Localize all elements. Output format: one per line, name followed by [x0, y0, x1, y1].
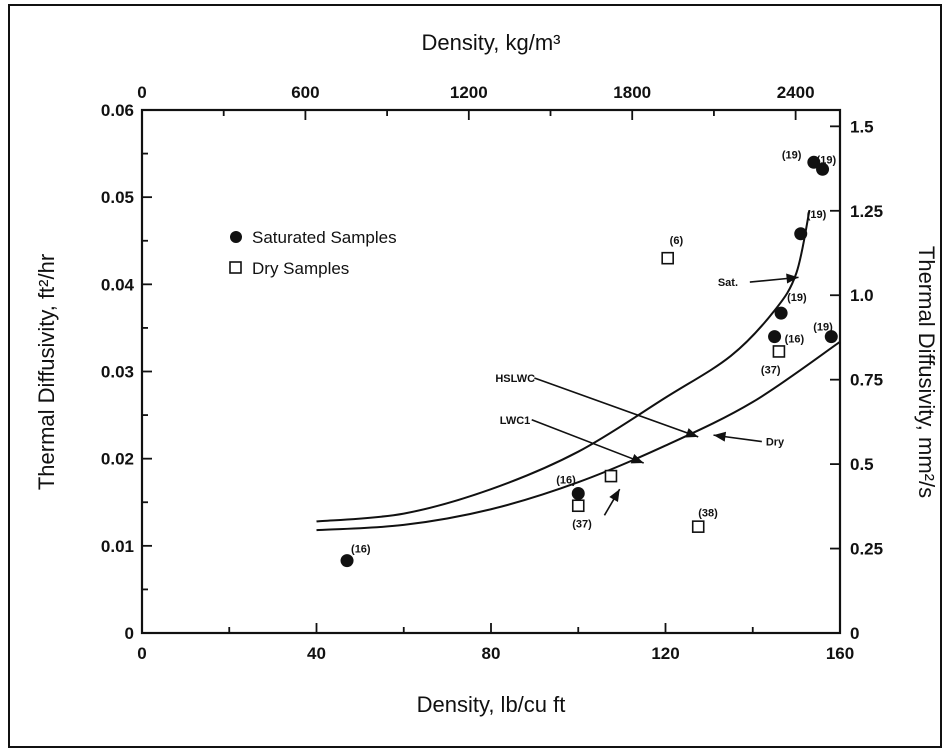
- x-tick-label: 120: [651, 644, 679, 663]
- point-saturated: [807, 155, 821, 169]
- point-dry: [604, 469, 618, 483]
- x2-tick-label: 600: [291, 83, 319, 102]
- y2-tick-label: 0.25: [850, 540, 883, 559]
- point-dry: [661, 251, 674, 265]
- y-axis-title: Thermal Diffusivity, ft²/hr: [34, 254, 59, 490]
- point-dry: [691, 520, 705, 533]
- point-saturated: [571, 487, 585, 501]
- point-ref-label: (19): [807, 209, 827, 221]
- x-tick-label: 160: [826, 644, 854, 663]
- legend: Saturated Samples Dry Samples: [229, 228, 397, 278]
- point-ref-label: (6): [670, 235, 684, 247]
- point-saturated: [768, 330, 782, 344]
- y2-tick-label: 0: [850, 624, 859, 643]
- y-tick-label: 0.02: [101, 450, 134, 469]
- x-axis-title: Density, lb/cu ft: [417, 692, 566, 717]
- annotation-arrow-head: [630, 454, 644, 464]
- legend-label-saturated: Saturated Samples: [252, 228, 397, 247]
- point-ref-label: (19): [813, 322, 833, 334]
- x2-tick-label: 1800: [613, 83, 651, 102]
- figure-frame: [8, 4, 942, 748]
- curve-dry: [316, 341, 841, 532]
- y2-tick-label: 0.5: [850, 455, 874, 474]
- y-tick-label: 0.04: [101, 275, 135, 294]
- annotation-label: HSLWC: [495, 373, 535, 385]
- point-dry: [772, 345, 786, 358]
- y-tick-label: 0.06: [101, 101, 134, 120]
- annotation-label: Sat.: [718, 277, 738, 289]
- annotation-label: LWC1: [500, 415, 531, 427]
- x-tick-label: 40: [307, 644, 326, 663]
- x2-tick-label: 2400: [777, 83, 815, 102]
- legend-label-dry: Dry Samples: [252, 259, 349, 278]
- x2-tick-label: 1200: [450, 83, 488, 102]
- annotation-arrow-line: [534, 377, 699, 438]
- point-ref-label: (19): [787, 292, 807, 304]
- annotation-arrow-head: [713, 431, 727, 442]
- legend-marker-saturated: [230, 231, 242, 243]
- point-ref-label: (37): [572, 519, 592, 531]
- point-ref-label: (37): [761, 364, 781, 376]
- curve-sat: [316, 210, 811, 523]
- point-saturated: [774, 306, 788, 320]
- point-ref-label: (16): [351, 544, 371, 556]
- annotation-label: Dry: [766, 437, 785, 449]
- legend-marker-dry: [229, 261, 242, 274]
- point-ref-label: (38): [698, 508, 718, 520]
- annotation-arrow-head: [609, 489, 620, 503]
- annotation-arrow-head: [786, 273, 799, 284]
- y2-tick-label: 0.75: [850, 371, 883, 390]
- top-axis-title: Density, kg/m³: [422, 30, 561, 55]
- y2-tick-label: 1.25: [850, 202, 883, 221]
- y-tick-label: 0: [125, 624, 134, 643]
- plot-area-border: [140, 108, 842, 635]
- point-dry: [571, 499, 585, 513]
- y-tick-label: 0.01: [101, 537, 134, 556]
- x-tick-label: 80: [482, 644, 501, 663]
- point-ref-label: (19): [782, 149, 802, 161]
- y2-tick-label: 1.5: [850, 117, 874, 136]
- point-saturated: [824, 330, 838, 344]
- annotation-arrow-line: [531, 419, 644, 464]
- point-ref-label: (19): [817, 154, 837, 166]
- point-saturated: [794, 227, 808, 241]
- point-ref-label: (16): [556, 475, 576, 487]
- y-tick-label: 0.03: [101, 363, 134, 382]
- y2-tick-label: 1.0: [850, 286, 874, 305]
- annotation-arrow-head: [685, 428, 699, 438]
- point-saturated: [340, 554, 354, 568]
- point-saturated: [816, 162, 830, 176]
- y-tick-label: 0.05: [101, 188, 134, 207]
- x2-tick-label: 0: [137, 83, 146, 102]
- point-ref-label: (16): [785, 334, 805, 346]
- y2-axis-title: Thermal Diffusivity, mm²/s: [914, 246, 939, 498]
- x-tick-label: 0: [137, 644, 146, 663]
